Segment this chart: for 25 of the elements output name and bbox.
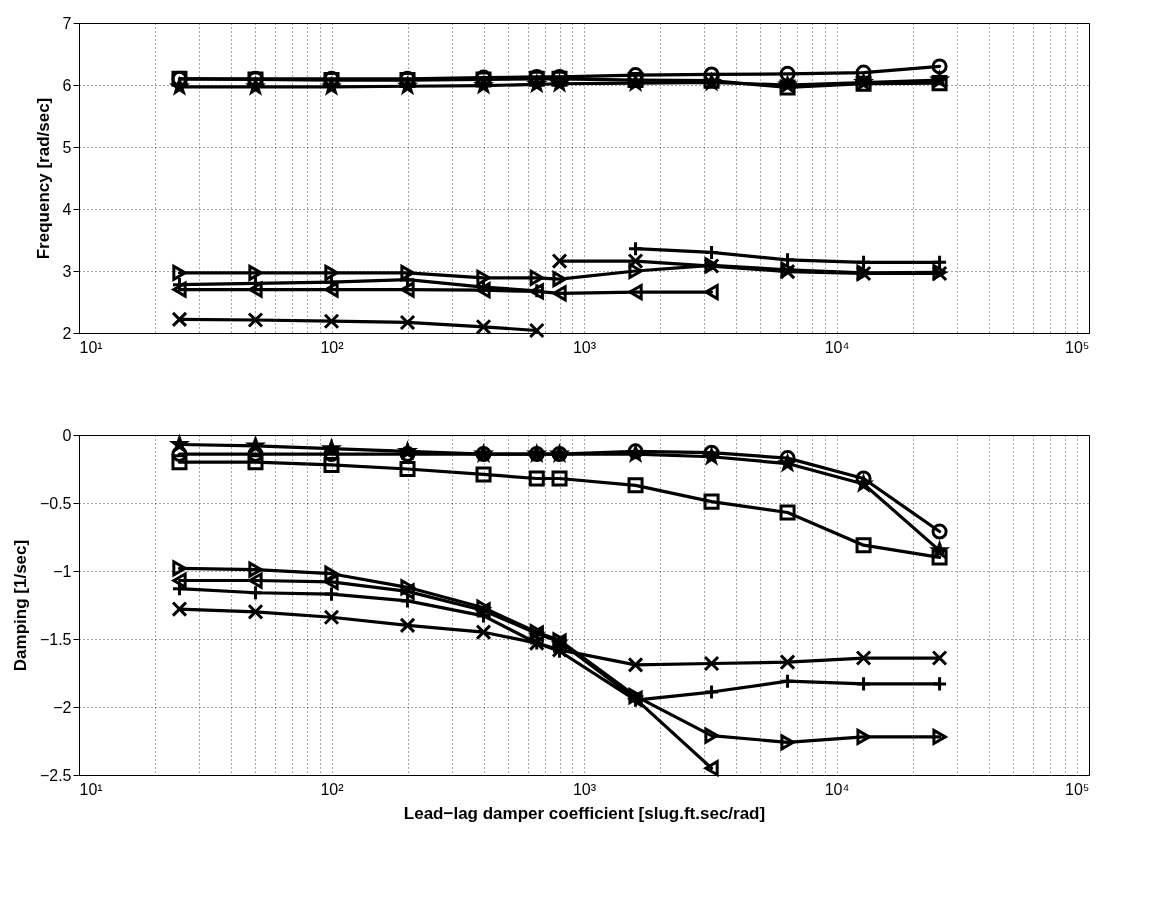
x-tick-label: 10⁴ bbox=[824, 338, 850, 356]
x-tick-label: 10⁴ bbox=[824, 780, 850, 798]
y-tick-label: 2 bbox=[62, 324, 72, 342]
x-axis-title: Lead−lag damper coefficient [slug.ft.sec/rad] bbox=[403, 803, 766, 823]
y-tick-label: 4 bbox=[62, 200, 72, 218]
x-tick-label: 10⁵ bbox=[1065, 338, 1090, 356]
y-tick-label: 0 bbox=[62, 426, 72, 444]
y-tick-label: −2 bbox=[53, 698, 72, 716]
x-tick-label: 10² bbox=[320, 338, 345, 356]
x-tick-label: 10¹ bbox=[79, 338, 103, 356]
y-axis-title: Frequency [rad/sec] bbox=[33, 97, 53, 260]
y-tick-label: 3 bbox=[62, 262, 72, 280]
y-tick-label: 7 bbox=[62, 14, 72, 32]
x-tick-label: 10¹ bbox=[79, 780, 103, 798]
y-tick-label: 6 bbox=[62, 76, 72, 94]
x-tick-label: 10³ bbox=[572, 338, 597, 356]
x-tick-label: 10² bbox=[320, 780, 345, 798]
y-tick-label: −1.5 bbox=[39, 630, 72, 648]
y-tick-label: −1 bbox=[53, 562, 72, 580]
y-tick-label: −2.5 bbox=[39, 766, 72, 784]
y-tick-label: 5 bbox=[62, 138, 72, 156]
x-tick-label: 10³ bbox=[572, 780, 597, 798]
x-tick-label: 10⁵ bbox=[1065, 780, 1090, 798]
y-axis-title: Damping [1/sec] bbox=[10, 539, 30, 672]
y-tick-label: −0.5 bbox=[39, 494, 72, 512]
